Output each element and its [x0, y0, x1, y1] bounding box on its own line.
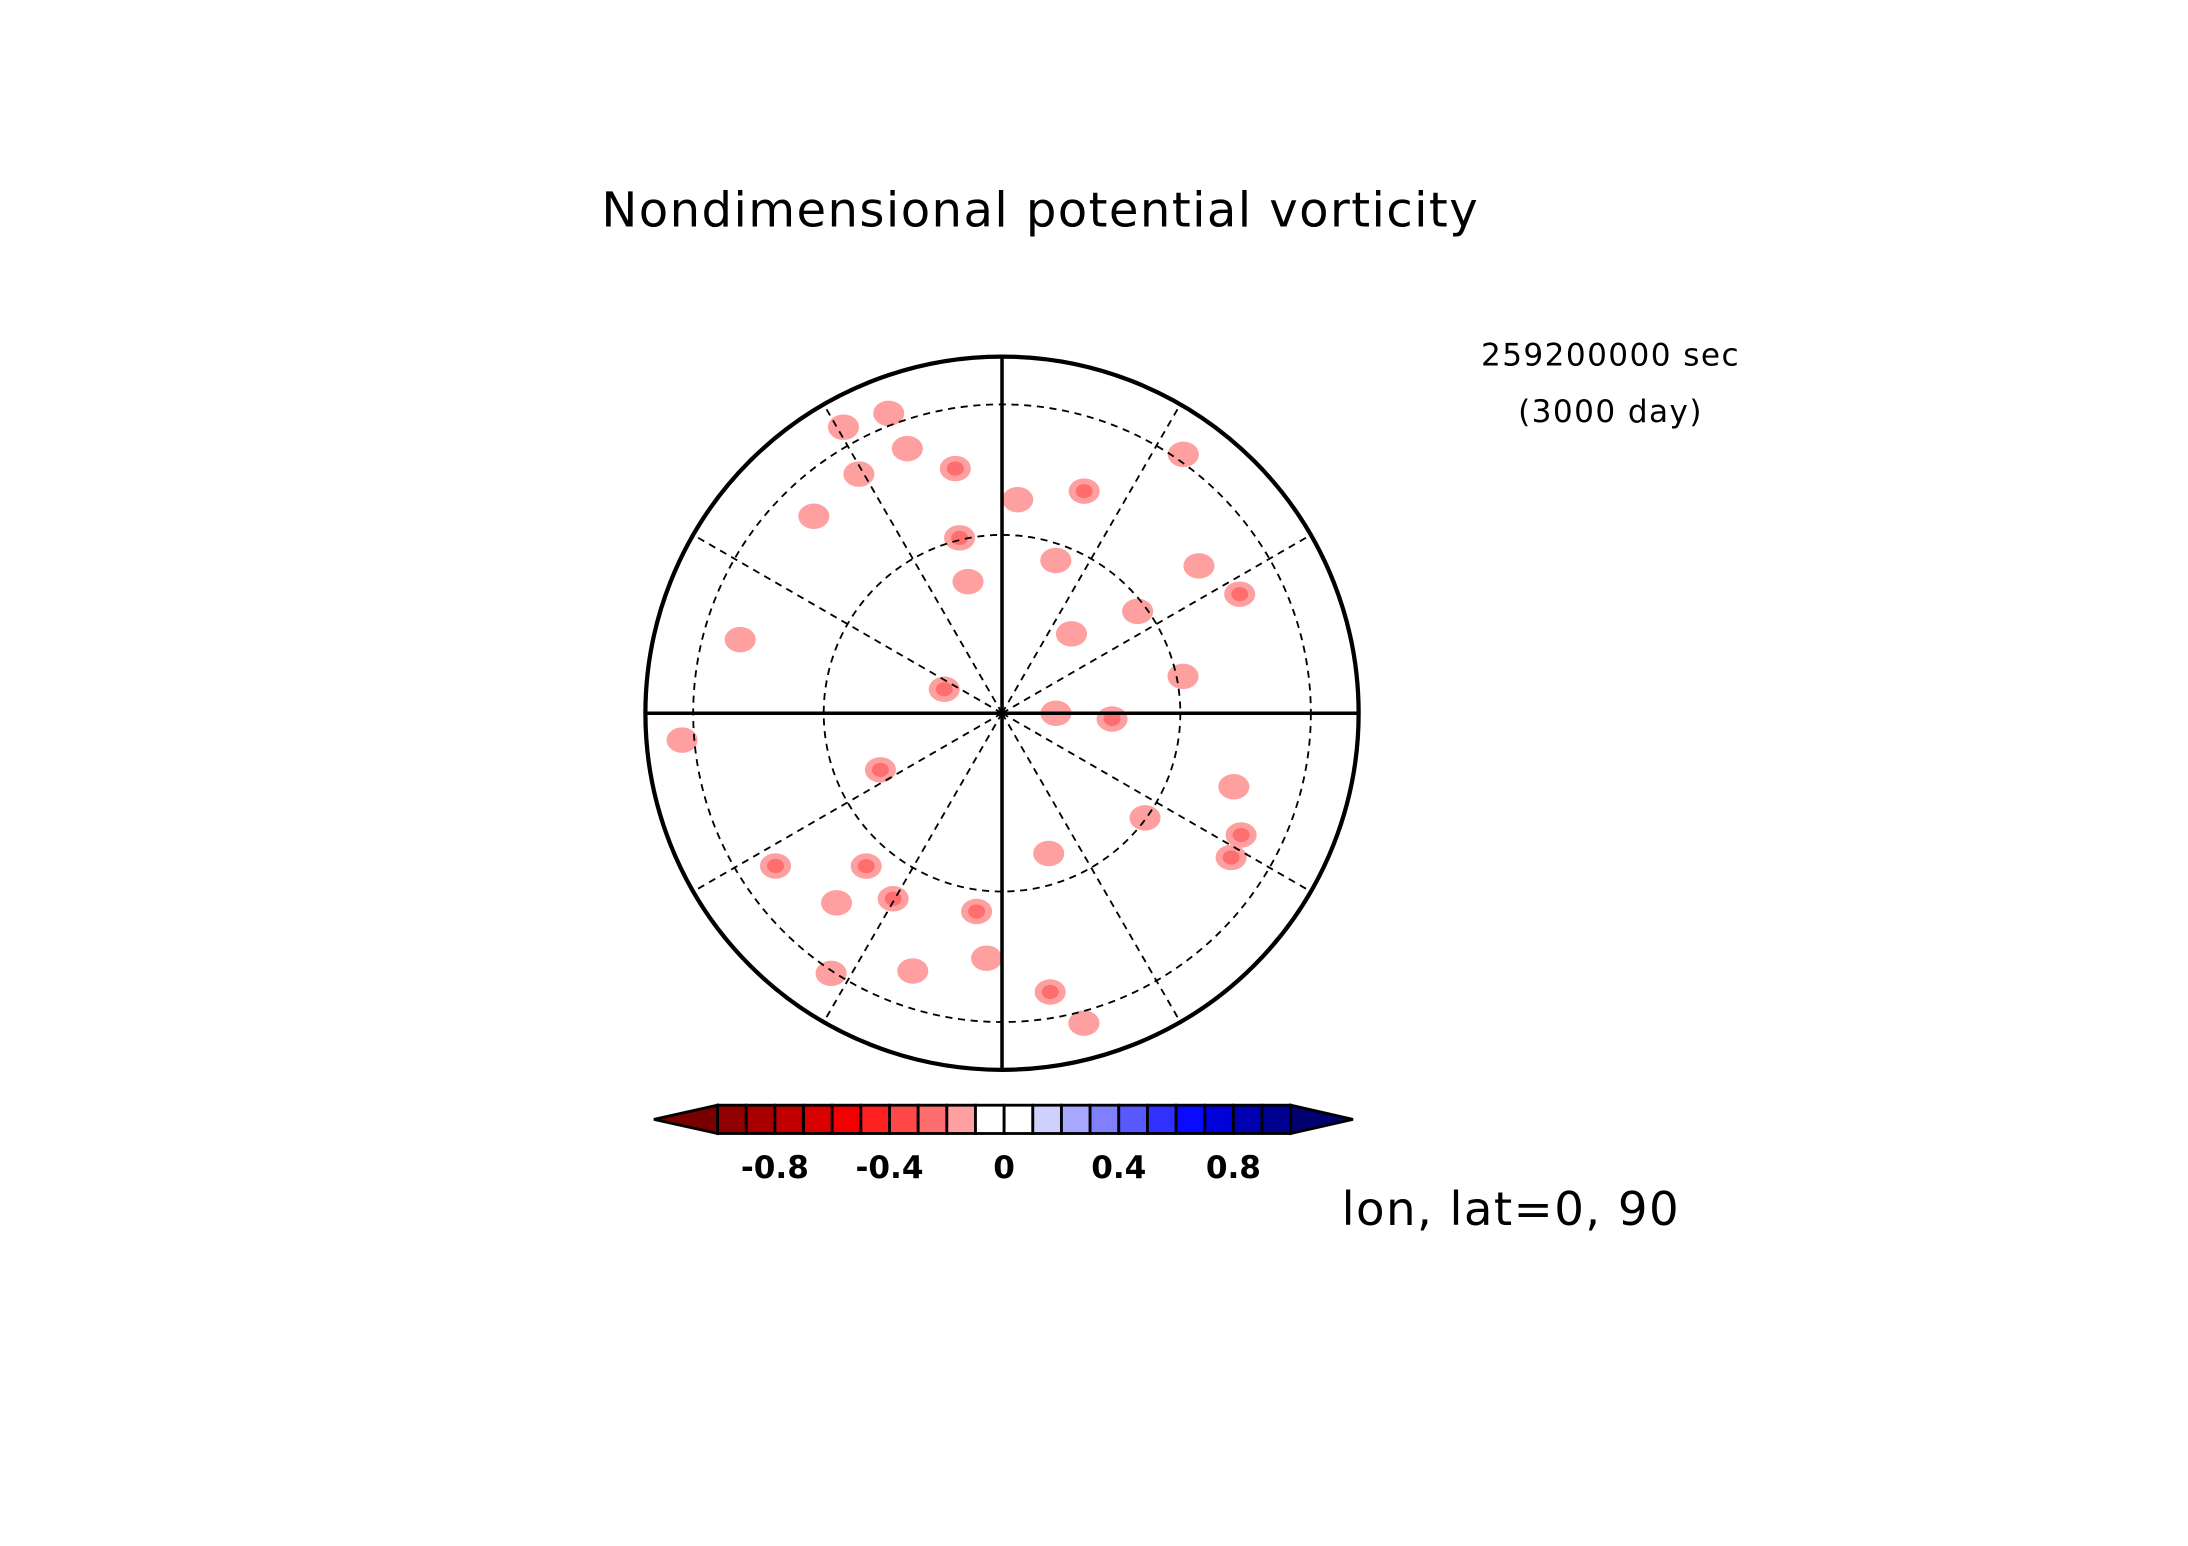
vorticity-blob — [1068, 1010, 1100, 1036]
lon-line — [692, 534, 1003, 715]
lon-line — [1001, 534, 1312, 715]
vorticity-blob — [871, 762, 889, 777]
lon-line — [822, 712, 1003, 1023]
vorticity-blob — [1040, 547, 1072, 574]
vorticity-blob — [857, 859, 875, 874]
vorticity-blob — [1222, 850, 1240, 865]
contour-layer — [666, 400, 1257, 1036]
vorticity-blob — [815, 960, 847, 987]
colorbar-box — [1174, 1103, 1207, 1135]
colorbar-box — [945, 1103, 977, 1135]
vorticity-blob — [897, 958, 929, 984]
vorticity-blob — [971, 945, 1003, 971]
day-label: (3000 day) — [1518, 394, 1703, 430]
vorticity-blob — [1033, 840, 1065, 867]
lon-line — [1001, 712, 1312, 893]
colorbar-box — [916, 1103, 949, 1135]
colorbar: -0.8 -0.4 0 0.4 0.8 — [653, 1103, 1354, 1186]
colorbar-box — [1260, 1103, 1293, 1135]
vorticity-blob — [1167, 441, 1199, 468]
colorbar-box — [716, 1103, 748, 1135]
vorticity-blob — [946, 461, 964, 476]
vorticity-blob — [1231, 587, 1249, 602]
colorbar-tick-label: -0.8 — [741, 1150, 809, 1186]
colorbar-box — [1117, 1103, 1149, 1135]
vorticity-blob — [767, 858, 785, 874]
vorticity-blob — [820, 890, 853, 916]
vorticity-blob — [952, 568, 984, 595]
vorticity-blob — [827, 414, 860, 440]
projection-label: lon, lat=0, 90 — [1342, 1183, 1680, 1237]
colorbar-box — [888, 1103, 920, 1135]
vorticity-blob — [1055, 621, 1088, 647]
vorticity-blob — [1103, 711, 1121, 727]
vorticity-blob — [891, 435, 923, 462]
time-label: 259200000 sec — [1481, 338, 1740, 374]
vorticity-blob — [1232, 827, 1250, 843]
vorticity-blob — [1167, 663, 1199, 690]
colorbar-box — [1060, 1103, 1092, 1135]
colorbar-tick-label: 0 — [993, 1150, 1015, 1186]
colorbar-extend-high — [1289, 1103, 1354, 1136]
lon-line — [822, 403, 1003, 714]
vorticity-blob — [1122, 598, 1154, 625]
vorticity-blob — [935, 682, 953, 697]
vorticity-blob — [1075, 484, 1093, 499]
colorbar-box — [1088, 1103, 1121, 1135]
lon-line — [692, 712, 1003, 893]
colorbar-box — [773, 1103, 805, 1135]
lon-line — [1001, 712, 1182, 1023]
vorticity-blob — [968, 904, 986, 919]
colorbar-box — [744, 1103, 777, 1135]
colorbar-box — [1002, 1103, 1035, 1135]
vorticity-blob — [1129, 805, 1161, 831]
vorticity-blob — [884, 891, 902, 906]
colorbar-box — [1146, 1103, 1178, 1135]
chart-title: Nondimensional potential vorticity — [601, 183, 1479, 239]
colorbar-box — [974, 1103, 1006, 1135]
colorbar-tick-label: 0.8 — [1206, 1150, 1261, 1186]
vorticity-blob — [873, 400, 905, 427]
map-grid — [643, 354, 1361, 1072]
colorbar-extend-low — [653, 1103, 719, 1136]
vorticity-blob — [666, 727, 698, 753]
colorbar-box — [1231, 1103, 1264, 1135]
vorticity-blob — [724, 626, 756, 653]
colorbar-tick-label: -0.4 — [855, 1150, 923, 1186]
lon-line — [1001, 403, 1182, 714]
vorticity-blob — [1183, 553, 1215, 579]
colorbar-tick-label: 0.4 — [1091, 1150, 1146, 1186]
colorbar-box — [1031, 1103, 1063, 1135]
vorticity-blob — [1002, 486, 1034, 513]
colorbar-box — [859, 1103, 891, 1135]
vorticity-blob — [1041, 984, 1059, 1000]
colorbar-box — [1203, 1103, 1235, 1135]
vorticity-blob — [1218, 774, 1250, 800]
colorbar-box — [802, 1103, 834, 1135]
vorticity-blob — [798, 503, 830, 530]
map-boundary — [643, 354, 1361, 1072]
colorbar-box — [830, 1103, 863, 1135]
